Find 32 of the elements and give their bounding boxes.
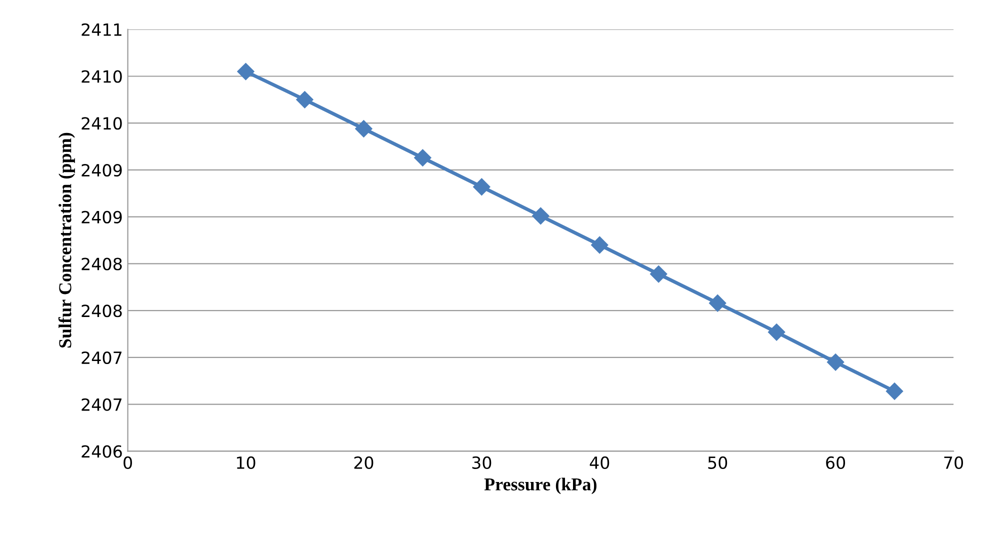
x-tick-label: 10: [236, 456, 256, 469]
point: [355, 120, 372, 138]
point: [886, 382, 904, 400]
point: [296, 91, 314, 108]
point: [591, 236, 608, 254]
y-tick-label: 2406: [82, 445, 122, 458]
y-tick-label: 2409: [82, 210, 122, 224]
x-tick-label: 20: [354, 456, 374, 469]
point: [650, 265, 668, 283]
point: [237, 63, 254, 80]
x-tick-label: 50: [708, 456, 728, 469]
x-tick-label: 60: [826, 456, 846, 469]
y-tick-label: 2407: [82, 351, 122, 364]
point: [414, 149, 432, 166]
point: [473, 178, 490, 196]
point: [827, 354, 844, 371]
x-tick-label: 70: [944, 456, 964, 469]
y-tick-label: 2408: [82, 258, 122, 270]
x-tick-label: 0: [124, 456, 132, 469]
x-tick-label: 40: [590, 456, 610, 469]
x-axis-title: Pressure (kPa): [484, 478, 596, 494]
y-tick-label: 2408: [82, 304, 122, 318]
y-tick-label: 2409: [82, 164, 122, 177]
y-tick-label: 2410: [82, 70, 122, 83]
x-tick-label: 30: [472, 456, 492, 469]
y-axis-title: Sulfur Concentration (ppm): [58, 132, 75, 348]
y-tick-label: 2407: [82, 398, 122, 411]
point: [532, 207, 550, 224]
y-tick-label: 2410: [82, 117, 122, 130]
point: [709, 294, 726, 312]
y-tick-label: 2411: [82, 23, 122, 36]
point: [768, 324, 786, 341]
